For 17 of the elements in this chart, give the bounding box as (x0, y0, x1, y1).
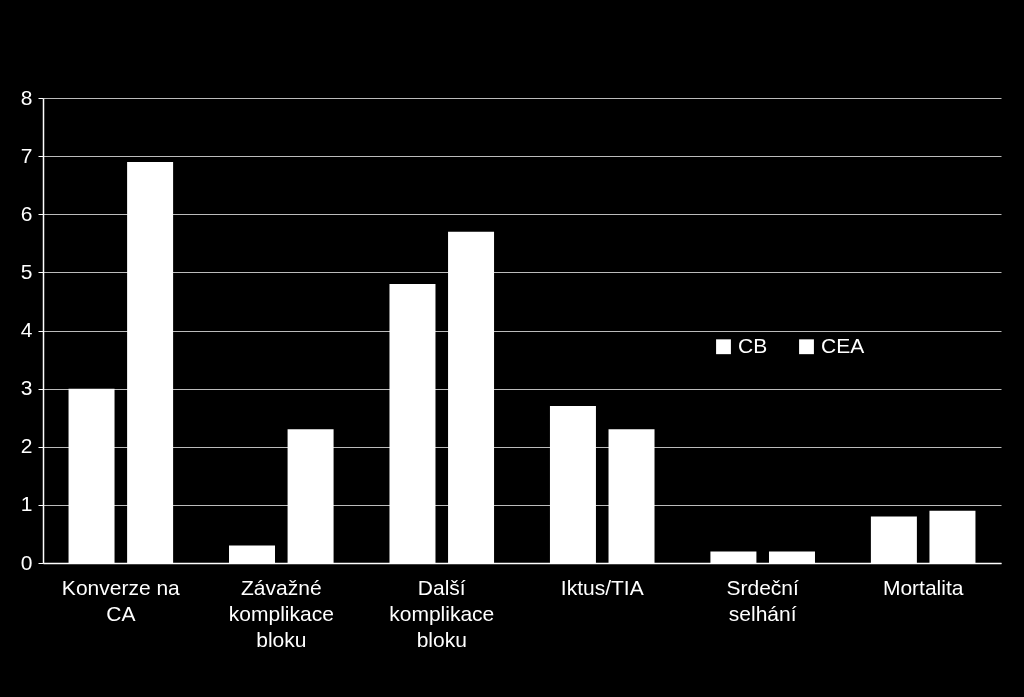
x-tick-label: Konverze na CA (61, 575, 181, 625)
y-tick-label: 1 (20, 492, 33, 516)
x-tick-label: Mortalita (882, 575, 964, 599)
y-tick-label: 8 (20, 85, 33, 109)
y-tick-label: 2 (20, 434, 33, 458)
legend-label: CEA (821, 333, 865, 357)
y-tick-label: 7 (20, 143, 33, 167)
y-tick-label: 4 (20, 318, 33, 341)
y-tick-label: 6 (20, 201, 33, 225)
y-tick-label: 0 (20, 550, 33, 574)
y-tick-label: 3 (20, 376, 33, 400)
x-tick-label: Srdeční selhání (726, 575, 800, 625)
x-tick-label: Závažné komplikace bloku (228, 575, 334, 651)
x-tick-label: Další komplikace bloku (389, 575, 495, 651)
legend-label: CB (738, 333, 768, 357)
y-tick-label: 5 (20, 259, 33, 283)
x-tick-label: Iktus/TIA (560, 575, 644, 599)
